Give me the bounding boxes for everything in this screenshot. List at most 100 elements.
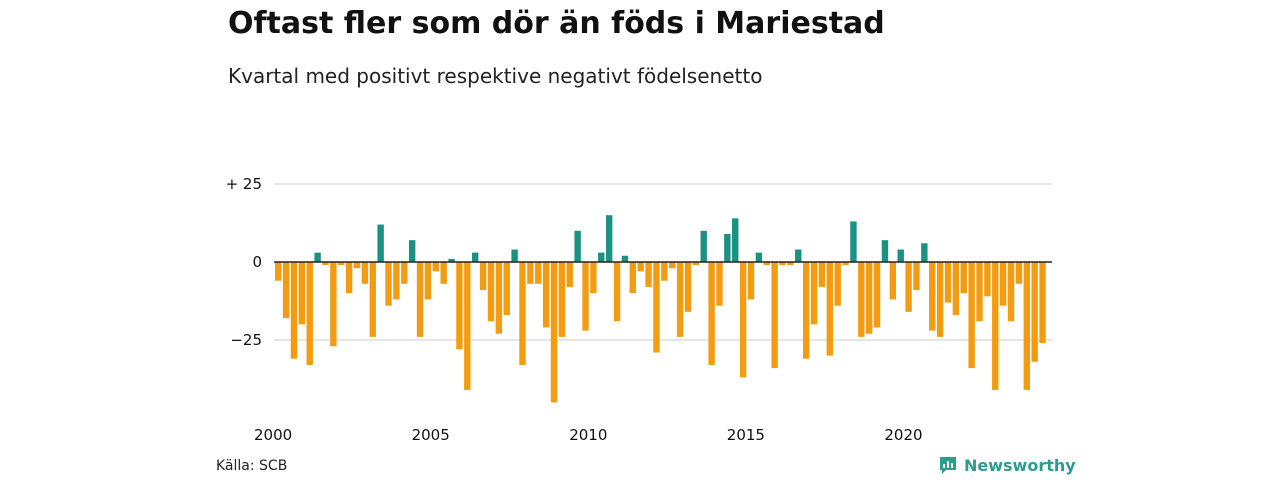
bar bbox=[527, 262, 534, 284]
bar bbox=[929, 262, 936, 331]
bar bbox=[936, 262, 944, 337]
bar bbox=[669, 262, 676, 269]
bar bbox=[550, 262, 558, 403]
brand-name: Newsworthy bbox=[964, 455, 1076, 475]
bar bbox=[472, 252, 479, 262]
bar bbox=[393, 262, 400, 300]
bar bbox=[322, 262, 329, 266]
bar bbox=[385, 262, 392, 306]
bar bbox=[763, 262, 770, 266]
bar bbox=[944, 262, 952, 303]
bar bbox=[700, 230, 707, 262]
bar bbox=[787, 262, 794, 266]
bar bbox=[999, 262, 1007, 306]
bar bbox=[408, 240, 416, 262]
bar bbox=[637, 262, 644, 272]
bar bbox=[724, 233, 731, 262]
bar bbox=[826, 262, 833, 356]
x-tick-label: 2005 bbox=[412, 426, 450, 444]
bar bbox=[353, 262, 361, 269]
y-tick-label: + 25 bbox=[226, 175, 262, 193]
bar bbox=[976, 262, 983, 322]
x-tick-label: 2000 bbox=[254, 426, 292, 444]
bar bbox=[590, 262, 597, 294]
bar bbox=[298, 262, 306, 325]
brand-logo: Newsworthy bbox=[938, 455, 1076, 475]
bar bbox=[739, 262, 747, 378]
bar bbox=[913, 262, 920, 291]
bar bbox=[834, 262, 841, 306]
bar bbox=[850, 221, 857, 262]
bar bbox=[810, 262, 818, 325]
bar bbox=[495, 262, 503, 334]
bar bbox=[369, 262, 376, 337]
bar bbox=[605, 215, 613, 262]
bar bbox=[330, 262, 337, 347]
bar bbox=[889, 262, 897, 300]
bar bbox=[456, 262, 463, 350]
bar bbox=[795, 249, 802, 262]
bar bbox=[401, 262, 408, 284]
bar bbox=[424, 262, 432, 300]
bar bbox=[992, 262, 999, 390]
bar bbox=[873, 262, 881, 328]
bar bbox=[440, 262, 447, 284]
newsworthy-logo-icon bbox=[940, 457, 956, 474]
bar bbox=[661, 262, 668, 281]
bar bbox=[858, 262, 865, 337]
bars bbox=[275, 215, 1046, 403]
bar bbox=[897, 249, 904, 262]
bar bbox=[519, 262, 526, 365]
bar bbox=[842, 262, 849, 266]
bar bbox=[1007, 262, 1015, 322]
bar bbox=[692, 262, 700, 266]
bar bbox=[338, 262, 345, 266]
bar bbox=[290, 262, 298, 359]
bar bbox=[479, 262, 487, 291]
bar bbox=[448, 258, 455, 262]
chart-title: Oftast fler som dör än föds i Mariestad bbox=[228, 6, 885, 41]
bar bbox=[582, 262, 589, 331]
bar bbox=[598, 252, 605, 262]
bar bbox=[645, 262, 652, 287]
bar bbox=[771, 262, 778, 369]
source-note: Källa: SCB bbox=[216, 458, 288, 474]
bar bbox=[542, 262, 550, 328]
bar bbox=[314, 252, 321, 262]
y-tick-label: 0 bbox=[252, 253, 262, 271]
bar bbox=[345, 262, 353, 294]
bar bbox=[716, 262, 723, 306]
bar bbox=[747, 262, 755, 300]
bar bbox=[377, 224, 384, 262]
bar bbox=[968, 262, 975, 369]
bar bbox=[653, 262, 660, 353]
bar bbox=[1031, 262, 1038, 362]
bar bbox=[464, 262, 471, 390]
gridlines bbox=[274, 183, 1052, 341]
bar bbox=[566, 262, 573, 287]
bar bbox=[574, 230, 581, 262]
bar bbox=[802, 262, 810, 359]
bar bbox=[866, 262, 873, 334]
bar bbox=[503, 262, 510, 316]
bar bbox=[621, 255, 629, 262]
bar bbox=[921, 243, 928, 262]
bar bbox=[881, 240, 889, 262]
bar bbox=[361, 262, 369, 284]
x-tick-label: 2015 bbox=[727, 426, 765, 444]
bar bbox=[416, 262, 424, 337]
x-tick-label: 2010 bbox=[569, 426, 607, 444]
bar bbox=[732, 218, 739, 262]
bar bbox=[306, 262, 313, 365]
y-tick-label: −25 bbox=[230, 331, 262, 349]
bar bbox=[511, 249, 518, 262]
bar bbox=[282, 262, 290, 319]
x-tick-label: 2020 bbox=[884, 426, 922, 444]
bar bbox=[629, 262, 636, 294]
bar bbox=[952, 262, 960, 316]
bar bbox=[905, 262, 912, 312]
axes: + 25 0 −25 2000 2005 2010 2015 2020 bbox=[226, 175, 1052, 444]
bar bbox=[535, 262, 542, 284]
bar bbox=[432, 262, 439, 272]
bar bbox=[1023, 262, 1030, 390]
